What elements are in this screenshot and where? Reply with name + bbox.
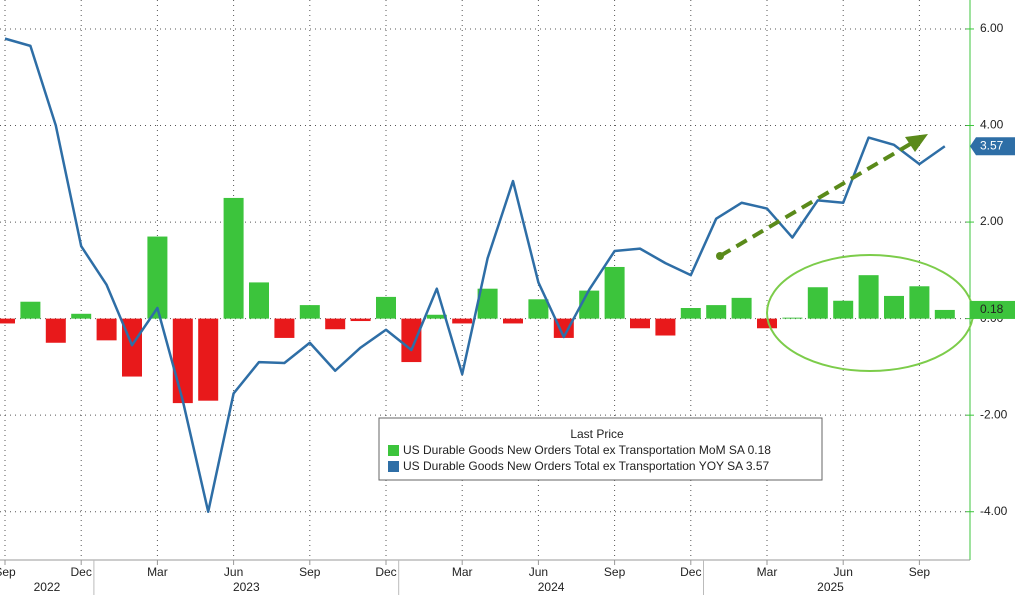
bar — [426, 314, 447, 319]
legend-value: 3.57 — [746, 459, 770, 473]
bar — [401, 318, 422, 363]
x-tick-label: Mar — [452, 565, 473, 579]
bar — [452, 318, 473, 324]
bar — [528, 299, 549, 319]
bar — [655, 318, 676, 336]
bar — [909, 286, 930, 319]
x-tick-label: Dec — [71, 565, 92, 579]
legend-swatch — [388, 461, 399, 472]
y-tick-label: 2.00 — [980, 214, 1004, 228]
bar — [884, 295, 904, 319]
year-label: 2023 — [233, 580, 260, 594]
x-tick-label: Sep — [0, 565, 16, 579]
bar — [807, 287, 828, 319]
bar — [858, 275, 879, 319]
x-tick-label: Sep — [604, 565, 626, 579]
legend-value: 0.18 — [748, 443, 772, 457]
y-tick-label: 4.00 — [980, 118, 1004, 132]
legend-entry: US Durable Goods New Orders Total ex Tra… — [403, 459, 770, 473]
bar — [604, 266, 625, 319]
bar — [299, 305, 320, 319]
bar — [757, 318, 777, 329]
y-tick-label: 6.00 — [980, 21, 1004, 35]
x-tick-label: Sep — [299, 565, 321, 579]
x-tick-label: Mar — [147, 565, 168, 579]
legend-entry: US Durable Goods New Orders Total ex Tra… — [403, 443, 771, 457]
y-tick-label: -4.00 — [980, 504, 1008, 518]
year-label: 2025 — [817, 580, 844, 594]
arrow-head — [905, 134, 928, 152]
y-tick-label: -2.00 — [980, 407, 1008, 421]
bar — [731, 297, 752, 319]
x-tick-label: Jun — [224, 565, 243, 579]
line — [4, 37, 946, 513]
bar — [249, 282, 269, 319]
bar — [198, 318, 219, 401]
x-tick-label: Sep — [909, 565, 931, 579]
legend-name: US Durable Goods New Orders Total ex Tra… — [403, 443, 745, 457]
legend-name: US Durable Goods New Orders Total ex Tra… — [403, 459, 743, 473]
bar — [274, 318, 295, 338]
year-label: 2022 — [34, 580, 61, 594]
legend-title: Last Price — [570, 427, 624, 441]
value-tag-label: 3.57 — [980, 138, 1004, 152]
bar — [0, 318, 15, 324]
x-tick-label: Jun — [834, 565, 853, 579]
bar — [20, 301, 41, 319]
x-tick-label: Dec — [680, 565, 701, 579]
bar — [630, 318, 650, 329]
bar — [477, 288, 498, 319]
bar — [706, 305, 727, 319]
x-tick-label: Jun — [529, 565, 548, 579]
bar — [934, 309, 955, 319]
bar — [680, 308, 701, 319]
x-tick-label: Dec — [375, 565, 396, 579]
bar — [96, 318, 117, 341]
bar — [376, 296, 396, 319]
arrow-start — [716, 252, 724, 260]
year-label: 2024 — [538, 580, 565, 594]
legend: Last Price US Durable Goods New Orders T… — [378, 417, 823, 481]
bar — [71, 313, 92, 319]
value-tag — [970, 137, 1015, 156]
bar — [833, 300, 854, 319]
value-tag-label: 0.18 — [980, 302, 1004, 316]
x-tick-label: Mar — [757, 565, 778, 579]
bar — [782, 317, 803, 319]
trend-arrow — [718, 141, 914, 258]
bar — [45, 318, 66, 343]
bar — [325, 318, 346, 330]
bar — [172, 318, 193, 404]
bar — [223, 197, 244, 319]
bar — [147, 236, 168, 319]
bar — [503, 318, 523, 324]
value-tag — [970, 300, 1015, 319]
legend-swatch — [388, 445, 399, 456]
legend-box — [378, 417, 823, 481]
bar — [350, 318, 371, 322]
